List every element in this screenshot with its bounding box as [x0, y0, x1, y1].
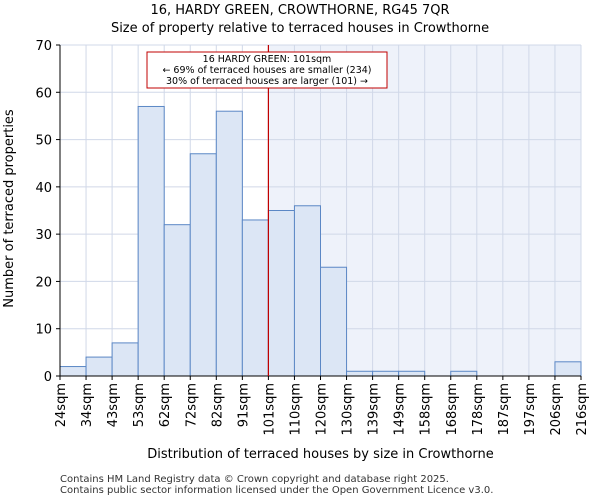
x-tick-label: 53sqm: [132, 383, 147, 427]
bar-110sqm: [293, 205, 322, 377]
x-tick-label: 149sqm: [393, 383, 408, 436]
x-tick-label: 101sqm: [262, 383, 277, 436]
bar-91sqm: [241, 219, 269, 377]
bar-72sqm: [189, 153, 217, 377]
bar-139sqm: [372, 370, 400, 377]
bar-206sqm: [554, 361, 582, 377]
x-tick-label: 82sqm: [210, 383, 225, 427]
y-axis-label: Number of terraced properties: [2, 109, 17, 308]
bar-34sqm: [85, 356, 113, 377]
annotation-box: [146, 51, 388, 89]
bar-149sqm: [398, 370, 426, 377]
x-tick-label: 130sqm: [341, 383, 356, 436]
x-tick-label: 110sqm: [288, 383, 303, 436]
x-tick-label: 178sqm: [471, 383, 486, 436]
y-tick-label: 20: [35, 275, 52, 290]
x-tick-label: 206sqm: [549, 383, 564, 436]
annotation-line-2: ← 69% of terraced houses are smaller (23…: [162, 65, 371, 76]
bar-82sqm: [215, 110, 243, 377]
x-axis-label: Distribution of terraced houses by size …: [147, 447, 494, 462]
y-tick-label: 10: [35, 323, 52, 338]
chart-title: 16, HARDY GREEN, CROWTHORNE, RG45 7QR: [150, 3, 450, 18]
bar-53sqm: [137, 105, 165, 377]
x-tick-label: 120sqm: [315, 383, 330, 436]
bar-24sqm: [59, 366, 87, 377]
x-tick-label: 34sqm: [80, 383, 95, 427]
x-tick-label: 216sqm: [575, 383, 590, 436]
bar-101sqm: [267, 210, 295, 377]
x-tick-label: 168sqm: [445, 383, 460, 436]
bar-43sqm: [111, 342, 139, 377]
y-tick-label: 70: [35, 39, 52, 54]
y-tick-label: 40: [35, 181, 52, 196]
x-tick-label: 187sqm: [497, 383, 512, 436]
bar-130sqm: [346, 370, 374, 377]
bar-120sqm: [320, 266, 348, 377]
x-tick-label: 24sqm: [54, 383, 69, 427]
y-tick-label: 50: [35, 134, 52, 149]
x-tick-label: 72sqm: [184, 383, 199, 427]
x-tick-label: 91sqm: [236, 383, 251, 427]
chart-subtitle: Size of property relative to terraced ho…: [110, 21, 490, 36]
bar-chart: 0 10 20 30 40 50 60 70 24sqm 34sqm 43sqm 53sqm 62sqm…: [2, 39, 590, 462]
footer-line-2: Contains public sector information licen…: [60, 485, 494, 496]
bar-168sqm: [450, 370, 478, 377]
x-tick-label: 139sqm: [367, 383, 382, 436]
x-tick-label: 197sqm: [523, 383, 538, 436]
bar-62sqm: [163, 224, 191, 377]
y-tick-label: 30: [35, 228, 52, 243]
annotation-line-1: 16 HARDY GREEN: 101sqm: [203, 54, 332, 65]
x-tick-label: 43sqm: [106, 383, 121, 427]
footer-line-1: Contains HM Land Registry data © Crown c…: [60, 474, 449, 485]
x-tick-label: 158sqm: [419, 383, 434, 436]
x-tick-label: 62sqm: [158, 383, 173, 427]
y-tick-label: 0: [44, 370, 52, 385]
y-tick-label: 60: [35, 86, 52, 101]
annotation-line-3: 30% of terraced houses are larger (101) …: [166, 76, 368, 87]
